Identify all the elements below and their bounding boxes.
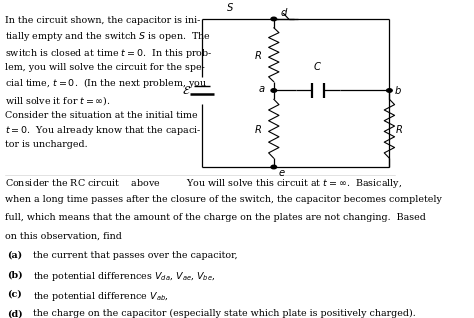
Text: $\mathcal{E}$: $\mathcal{E}$ [182,84,191,97]
Text: the potential differences $V_{da}$, $V_{ae}$, $V_{be}$,: the potential differences $V_{da}$, $V_{… [27,270,216,283]
Text: $R$: $R$ [254,123,262,135]
Text: $S$: $S$ [226,1,234,13]
Text: full, which means that the amount of the charge on the plates are not changing. : full, which means that the amount of the… [6,213,426,222]
Text: the current that passes over the capacitor,: the current that passes over the capacit… [27,251,238,259]
Text: $R$: $R$ [395,123,403,135]
Text: $d$: $d$ [280,6,288,18]
Circle shape [271,165,277,169]
Circle shape [271,89,277,92]
Circle shape [387,89,392,92]
Text: $b$: $b$ [394,85,402,96]
Text: $C$: $C$ [313,60,322,72]
Text: (d): (d) [8,309,23,318]
Text: the charge on the capacitor (especially state which plate is positively charged): the charge on the capacitor (especially … [27,309,416,318]
Text: (b): (b) [8,270,23,279]
Circle shape [271,17,277,21]
Text: $R$: $R$ [254,49,262,61]
Text: when a long time passes after the closure of the switch, the capacitor becomes c: when a long time passes after the closur… [6,195,442,204]
Text: In the circuit shown, the capacitor is ini-
tially empty and the switch $S$ is o: In the circuit shown, the capacitor is i… [6,17,213,149]
Text: Consider the RC circuit    above         You will solve this circuit at $t = \in: Consider the RC circuit above You will s… [6,177,402,190]
Text: (c): (c) [8,290,22,299]
Text: $e$: $e$ [278,168,285,178]
Text: $a$: $a$ [257,84,265,94]
Text: (a): (a) [8,251,23,259]
Text: on this observation, find: on this observation, find [6,231,122,240]
Text: the potential difference $V_{ab}$,: the potential difference $V_{ab}$, [27,290,169,303]
